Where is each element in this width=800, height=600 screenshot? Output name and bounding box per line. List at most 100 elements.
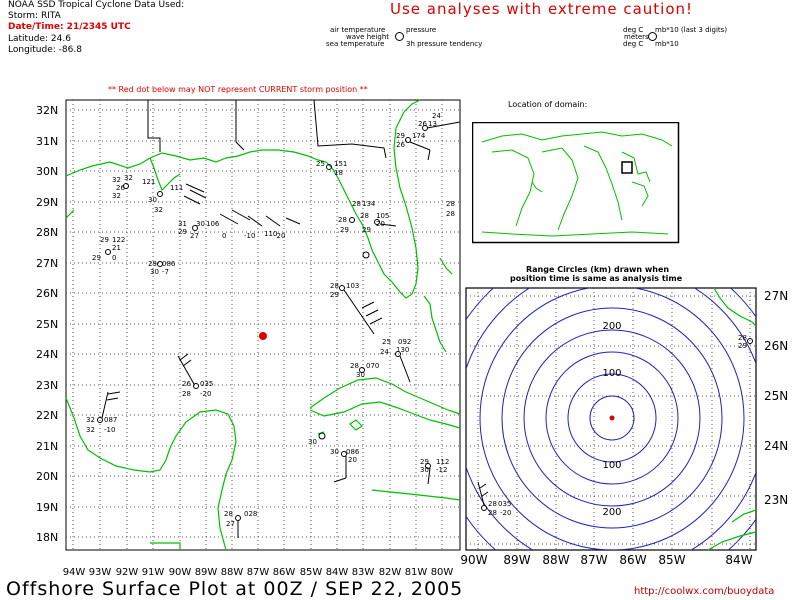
station-value: 30	[356, 371, 365, 379]
station-value: 20	[348, 456, 357, 464]
lon-label: 90W	[169, 567, 192, 578]
main-lat-labels: 32N 31N 30N 29N 28N 27N 26N 25N 24N 23N …	[36, 104, 58, 544]
station-value: 174	[412, 132, 426, 140]
range-label: 200	[602, 507, 621, 518]
lat-lon-grid	[66, 100, 460, 550]
lon-label: 82W	[379, 567, 402, 578]
lat-label: 28N	[36, 226, 58, 239]
station-value: 130	[396, 346, 409, 354]
station-value: 28	[738, 334, 747, 342]
lon-label: 93W	[89, 567, 112, 578]
station-value: 151	[334, 160, 347, 168]
source-url[interactable]: http://coolwx.com/buoydata	[634, 586, 775, 597]
lat-label: 22N	[36, 409, 58, 422]
lat-label: 19N	[36, 501, 58, 514]
station-value: 087	[104, 416, 117, 424]
station-value: 13	[428, 120, 437, 128]
station-value: 26	[418, 120, 427, 128]
lat-label: 24N	[764, 439, 788, 453]
lat-label: 32N	[36, 104, 58, 117]
legend-deg-c-1: deg C	[623, 26, 644, 34]
lon-label: 94W	[63, 567, 86, 578]
station-value: 32	[124, 174, 133, 182]
station-value: -20	[200, 390, 211, 398]
lon-label: 89W	[195, 567, 218, 578]
station-plot: 31 29 30 106 27 0 110 -20 -10	[178, 209, 301, 240]
lat-label: 25N	[36, 318, 58, 331]
station-value: 105	[376, 212, 389, 220]
station-value: 28	[360, 212, 369, 220]
lon-label: 90W	[460, 553, 487, 567]
station-value: 106	[206, 220, 220, 228]
lon-label: 85W	[658, 553, 685, 567]
station-value: 086	[162, 260, 176, 268]
station-value: 122	[112, 236, 125, 244]
longitude: Longitude: -86.8	[8, 45, 82, 55]
storm-name: Storm: RITA	[8, 11, 61, 21]
legend-sea-temp: sea temperature	[326, 40, 385, 48]
lon-label: 87W	[580, 553, 607, 567]
station-value: 28	[224, 510, 233, 518]
station-circle-icon	[648, 32, 657, 41]
station-value: 035	[498, 500, 511, 508]
station-value: 28	[330, 282, 339, 290]
main-map: 24 26 13 29 174 26 25 151 18 32 121 32 3…	[36, 99, 461, 578]
station-value: 31	[178, 220, 187, 228]
station-plot: 29 174 26	[396, 132, 431, 161]
lon-label: 83W	[352, 567, 375, 578]
station-value: 29	[148, 260, 157, 268]
legend-mb-2: mb*10	[655, 40, 679, 48]
storm-center-dot	[609, 415, 615, 421]
station-plot: 24 26 13	[418, 112, 461, 131]
station-value: 30	[420, 466, 429, 474]
lat-label: 30N	[36, 165, 58, 178]
station-plot: 28 28	[446, 200, 455, 218]
station-value: 24	[432, 112, 441, 120]
station-value: -20	[500, 509, 511, 517]
range-label: 100	[602, 368, 621, 379]
station-plot: 29 122 29 21 0	[92, 236, 125, 262]
station-value: 092	[398, 338, 411, 346]
station-value: 070	[366, 362, 379, 370]
station-value: 32	[112, 192, 121, 200]
station-value: -10	[244, 232, 255, 240]
station-value: 26	[116, 184, 125, 192]
station-value: 29	[738, 342, 747, 350]
storm-position-dot	[259, 332, 267, 340]
range-circles	[466, 288, 756, 550]
station-value: 28	[182, 390, 191, 398]
legend-tendency: 3h pressure tendency	[406, 40, 483, 48]
range-station-plots: 28 035 28 -20 28 29	[477, 334, 753, 517]
range-lon-labels: 90W 89W 88W 87W 86W 85W 84W	[460, 553, 752, 567]
lon-label: 84W	[725, 553, 752, 567]
station-value: 29	[420, 458, 429, 466]
station-plot: 30 111 32	[148, 183, 207, 214]
storm-position-notice: ** Red dot below may NOT represent CURRE…	[108, 85, 368, 94]
latitude: Latitude: 24.6	[8, 34, 71, 44]
station-value: 0	[222, 232, 226, 240]
station-value: 28	[350, 362, 359, 370]
range-title-1: Range Circles (km) drawn when	[526, 265, 670, 274]
station-value: 028	[244, 510, 257, 518]
main-lon-labels: 94W 93W 92W 91W 90W 89W 88W 87W 86W 85W …	[63, 567, 454, 578]
station-value: 121	[142, 178, 155, 186]
station-value: 25	[382, 338, 391, 346]
station-value: 103	[346, 282, 359, 290]
date-time: Date/Time: 21/2345 UTC	[8, 22, 131, 32]
lat-label: 20N	[36, 470, 58, 483]
lon-label: 87W	[247, 567, 270, 578]
station-value: 29	[100, 236, 109, 244]
station-value: 26	[182, 380, 191, 388]
legend-mb-digits: mb*10 (last 3 digits)	[655, 26, 728, 34]
station-plot: 28 105 29 20 28	[338, 212, 397, 234]
lon-label: 91W	[142, 567, 165, 578]
caution-warning: Use analyses with extreme caution!	[390, 0, 694, 18]
lon-label: 88W	[542, 553, 569, 567]
station-value: 086	[346, 448, 360, 456]
station-value: 27	[226, 520, 235, 528]
station-value: 035	[200, 380, 213, 388]
lat-label: 27N	[764, 289, 788, 303]
station-plot: 28 134 29	[340, 200, 376, 234]
station-value: 28	[446, 210, 455, 218]
legend-air-temp: air temperature	[330, 26, 386, 34]
